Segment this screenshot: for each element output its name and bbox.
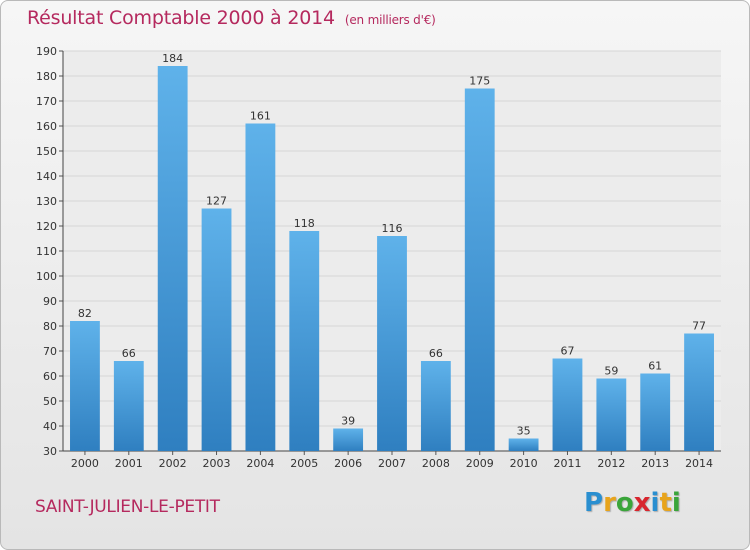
x-tick-label: 2003 xyxy=(203,457,231,470)
bar xyxy=(333,428,364,451)
x-tick-label: 2004 xyxy=(246,457,274,470)
bar-value-label: 116 xyxy=(382,222,403,235)
bar xyxy=(70,321,100,451)
logo-letter: P xyxy=(584,488,604,518)
logo-letter: r xyxy=(603,488,616,518)
bar xyxy=(684,333,714,451)
logo-letter: i xyxy=(650,488,660,518)
bar-value-label: 118 xyxy=(294,217,315,230)
bar xyxy=(245,123,276,451)
bar xyxy=(289,231,320,451)
bar-value-label: 184 xyxy=(162,52,183,65)
bar xyxy=(201,208,232,451)
logo-letter: x xyxy=(633,488,651,518)
x-tick-label: 2013 xyxy=(641,457,669,470)
y-tick-label: 140 xyxy=(36,170,57,183)
logo-letter: t xyxy=(659,488,672,518)
y-tick-label: 190 xyxy=(36,45,57,58)
x-tick-label: 2000 xyxy=(71,457,99,470)
y-tick-label: 170 xyxy=(36,95,57,108)
bar xyxy=(640,373,671,451)
bar-value-label: 35 xyxy=(517,425,531,438)
x-tick-label: 2012 xyxy=(597,457,625,470)
bar-value-label: 127 xyxy=(206,195,227,208)
x-tick-label: 2011 xyxy=(553,457,581,470)
bar-value-label: 175 xyxy=(469,75,490,88)
y-tick-label: 130 xyxy=(36,195,57,208)
bar-value-label: 77 xyxy=(692,320,706,333)
x-tick-label: 2001 xyxy=(115,457,143,470)
logo-letter: o xyxy=(615,488,634,518)
bar-value-label: 161 xyxy=(250,110,271,123)
chart-title-text: Résultat Comptable 2000 à 2014 xyxy=(27,7,335,29)
bar-value-label: 66 xyxy=(122,347,136,360)
bar xyxy=(377,236,407,451)
x-tick-label: 2005 xyxy=(290,457,318,470)
y-tick-label: 70 xyxy=(43,345,57,358)
chart-title: Résultat Comptable 2000 à 2014 (en millie… xyxy=(27,7,436,29)
bar xyxy=(420,361,451,451)
y-tick-label: 60 xyxy=(43,370,57,383)
y-tick-label: 80 xyxy=(43,320,57,333)
x-tick-label: 2006 xyxy=(334,457,362,470)
y-tick-label: 160 xyxy=(36,120,57,133)
bar xyxy=(157,66,188,451)
bar xyxy=(464,88,495,451)
chart-unit: (en milliers d'€) xyxy=(344,13,436,27)
x-tick-label: 2010 xyxy=(510,457,538,470)
y-tick-label: 150 xyxy=(36,145,57,158)
x-tick-label: 2002 xyxy=(159,457,187,470)
y-tick-label: 100 xyxy=(36,270,57,283)
bar xyxy=(596,378,627,451)
bar-value-label: 67 xyxy=(560,345,574,358)
x-tick-label: 2007 xyxy=(378,457,406,470)
logo-letter: i xyxy=(671,488,681,518)
x-tick-label: 2008 xyxy=(422,457,450,470)
bar-value-label: 61 xyxy=(648,360,662,373)
y-tick-label: 40 xyxy=(43,420,57,433)
y-tick-label: 120 xyxy=(36,220,57,233)
bar-value-label: 39 xyxy=(341,415,355,428)
y-tick-label: 90 xyxy=(43,295,57,308)
y-tick-label: 110 xyxy=(36,245,57,258)
bar xyxy=(508,438,539,451)
y-tick-label: 180 xyxy=(36,70,57,83)
proxiti-logo: Proxiti xyxy=(584,488,681,518)
x-tick-label: 2014 xyxy=(685,457,713,470)
town-name: SAINT-JULIEN-LE-PETIT xyxy=(35,497,220,517)
x-tick-label: 2009 xyxy=(466,457,494,470)
y-tick-label: 50 xyxy=(43,395,57,408)
bar-value-label: 59 xyxy=(604,365,618,378)
bar-value-label: 66 xyxy=(429,347,443,360)
bar xyxy=(552,358,583,451)
bar xyxy=(113,361,144,451)
bar-value-label: 82 xyxy=(78,307,92,320)
y-tick-label: 30 xyxy=(43,445,57,458)
